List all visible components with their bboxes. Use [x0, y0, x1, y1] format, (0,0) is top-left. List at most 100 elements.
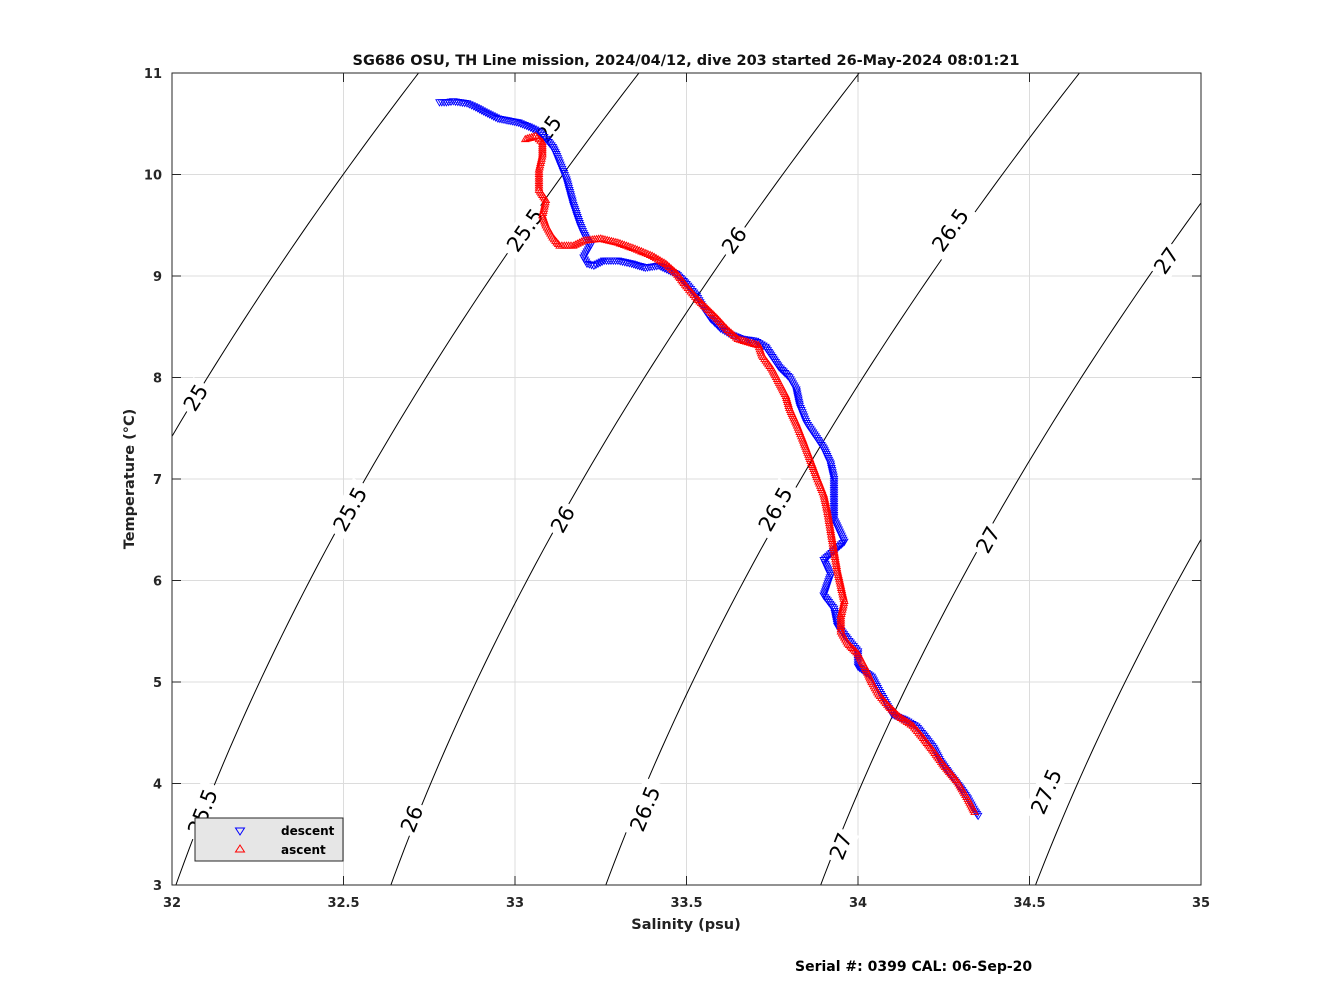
legend-ascent-marker	[234, 844, 246, 853]
descent-point	[563, 180, 572, 189]
density-contour-line	[172, 73, 420, 438]
ascent-point	[723, 325, 733, 333]
descent-point	[828, 471, 838, 479]
ascent-point	[839, 594, 849, 602]
descent-point	[487, 112, 497, 120]
ascent-point	[852, 647, 861, 656]
contour-label-halo	[498, 199, 553, 262]
ascent-point	[731, 333, 741, 341]
ascent-point	[634, 246, 644, 254]
density-contour-line	[605, 73, 1081, 885]
ascent-point	[885, 703, 895, 711]
ascent-point	[619, 240, 629, 248]
descent-point	[829, 478, 839, 486]
descent-point	[489, 113, 499, 121]
descent-point	[829, 482, 839, 491]
descent-point	[597, 258, 607, 267]
descent-point	[829, 480, 839, 488]
ascent-point	[568, 241, 578, 249]
ascent-point	[705, 307, 715, 315]
serial-cal-footer: Serial #: 0399 CAL: 06-Sep-20	[795, 959, 1032, 975]
ascent-point	[735, 335, 745, 343]
ascent-point	[573, 239, 582, 247]
ascent-point	[617, 239, 627, 248]
descent-point	[829, 500, 839, 509]
ascent-point	[649, 252, 659, 261]
ascent-point	[739, 336, 749, 344]
descent-point	[562, 176, 571, 184]
density-contours	[172, 73, 1201, 885]
y-axis-tick-labels: 3 4 5 6 7 8 9 10 11	[144, 67, 162, 894]
ascent-point	[538, 208, 548, 217]
descent-point	[829, 502, 839, 511]
ascent-point	[733, 334, 743, 343]
y-tick-label: 8	[153, 372, 162, 387]
ascent-point	[626, 242, 636, 251]
descent-point	[526, 124, 536, 133]
descent-point	[794, 396, 803, 405]
ascent-point	[843, 639, 853, 647]
descent-point	[720, 328, 730, 336]
ascent-point	[743, 337, 753, 346]
ascent-point	[657, 257, 667, 265]
ascent-point	[888, 706, 898, 714]
descent-point	[564, 186, 574, 195]
axis-ticks	[171, 72, 1202, 886]
descent-point	[573, 213, 582, 222]
ascent-point	[720, 322, 730, 330]
ascent-point	[902, 717, 912, 725]
ascent-point	[752, 340, 761, 348]
contour-label-halo	[324, 477, 376, 542]
ascent-point	[575, 238, 584, 246]
ascent-point	[891, 709, 901, 717]
ascent-point	[647, 251, 657, 259]
descent-point	[467, 102, 476, 110]
x-tick-label: 32	[163, 896, 181, 911]
ascent-point	[637, 246, 646, 255]
y-tick-label: 4	[153, 778, 162, 793]
contour-label-halo	[1023, 759, 1071, 824]
ascent-point	[643, 249, 653, 258]
ascent-point	[655, 256, 665, 264]
x-tick-label: 32.5	[327, 896, 359, 911]
contour-label-halo	[1146, 239, 1187, 282]
descent-point	[793, 394, 803, 403]
descent-point	[564, 184, 574, 193]
ascent-point	[836, 622, 846, 631]
descent-point	[562, 178, 572, 186]
ascent-point	[653, 254, 663, 263]
ascent-point	[628, 243, 638, 251]
x-axis-label: Salinity (psu)	[631, 917, 740, 933]
x-axis-tick-labels: 32 32.5 33 33.5 34 34.5 35	[163, 896, 1210, 911]
ascent-point	[741, 337, 751, 345]
contour-label-halo	[750, 477, 802, 542]
ascent-point	[904, 718, 914, 727]
ascent-point	[748, 338, 757, 347]
y-tick-label: 6	[153, 575, 162, 590]
descent-point	[477, 107, 487, 115]
descent-point	[792, 388, 802, 396]
descent-point	[587, 262, 596, 270]
legend-descent-marker	[234, 827, 246, 836]
ascent-point	[529, 132, 538, 140]
ascent-point	[571, 240, 580, 248]
descent-point	[826, 462, 836, 471]
descent-point	[829, 475, 839, 484]
descent-point	[524, 123, 534, 132]
descent-point	[522, 122, 532, 131]
density-contour-line	[390, 73, 860, 885]
ascent-point	[602, 235, 612, 244]
contour-label-halo	[393, 798, 431, 840]
descent-point	[827, 467, 837, 475]
ascent-point	[898, 714, 908, 723]
ascent-point	[659, 258, 669, 266]
ascent-point	[531, 131, 540, 140]
descent-point	[591, 261, 601, 270]
ascent-point	[696, 298, 706, 306]
y-tick-label: 3	[153, 879, 162, 894]
ascent-point	[532, 133, 542, 141]
descent-point	[829, 605, 839, 614]
ascent-point	[721, 323, 731, 332]
contour-label-halo	[543, 498, 583, 541]
ascent-point	[639, 247, 648, 256]
